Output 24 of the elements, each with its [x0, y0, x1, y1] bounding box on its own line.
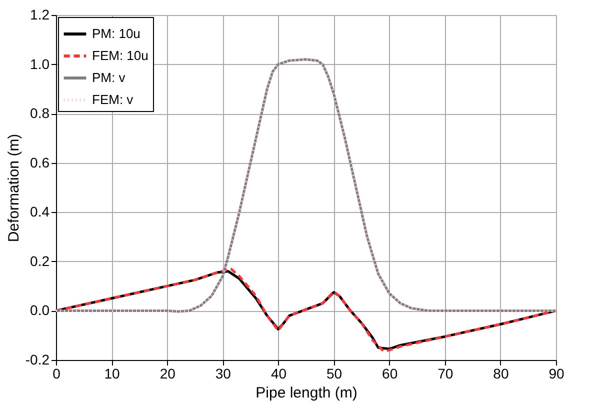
x-tick-label: 50: [326, 366, 342, 382]
y-tick-label: 1.2: [30, 6, 50, 22]
x-tick-label: 40: [270, 366, 287, 382]
x-tick-label: 90: [548, 366, 564, 382]
x-axis-title: Pipe length (m): [256, 384, 358, 402]
x-tick-label: 10: [104, 366, 120, 382]
x-tick-label: 70: [438, 366, 454, 382]
x-tick-label: 60: [382, 366, 398, 382]
y-axis-title: Deformation (m): [5, 134, 22, 242]
y-tick-label: 0.2: [30, 252, 50, 269]
legend-label: FEM: v: [92, 92, 134, 107]
y-tick-label: 0.8: [30, 105, 50, 122]
legend-label: FEM: 10u: [92, 48, 148, 63]
y-tick-label: 1.0: [30, 56, 50, 72]
x-tick-label: 80: [493, 366, 509, 382]
y-tick-label: 0.6: [30, 154, 50, 170]
legend-label: PM: 10u: [92, 26, 140, 41]
legend-label: PM: v: [92, 70, 126, 85]
y-tick-label: 0.0: [30, 302, 50, 318]
y-tick-label: 0.4: [30, 204, 50, 220]
x-tick-label: 0: [52, 366, 61, 382]
x-tick-label: 30: [215, 366, 232, 382]
x-tick-label: 20: [160, 366, 176, 382]
y-tick-label: -0.2: [25, 352, 50, 368]
